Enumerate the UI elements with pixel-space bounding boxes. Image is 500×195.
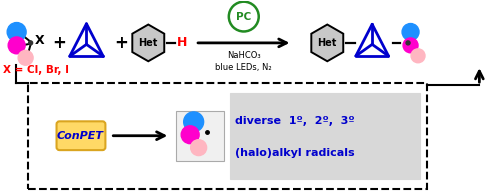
FancyBboxPatch shape [28, 83, 427, 189]
Text: X = Cl, Br, I: X = Cl, Br, I [3, 65, 69, 75]
Circle shape [402, 24, 419, 40]
Circle shape [7, 23, 26, 41]
Text: +: + [52, 34, 66, 52]
Text: +: + [114, 34, 128, 52]
Polygon shape [312, 25, 344, 61]
Circle shape [28, 41, 32, 45]
Circle shape [184, 112, 204, 132]
Text: blue LEDs, N₂: blue LEDs, N₂ [216, 63, 272, 72]
FancyBboxPatch shape [176, 111, 224, 160]
Text: PC: PC [236, 12, 252, 22]
Text: (halo)alkyl radicals: (halo)alkyl radicals [234, 148, 354, 158]
Circle shape [403, 38, 418, 53]
Text: Het: Het [318, 38, 337, 48]
FancyBboxPatch shape [230, 93, 420, 179]
FancyBboxPatch shape [56, 121, 106, 150]
Circle shape [8, 37, 25, 54]
Polygon shape [132, 25, 164, 61]
Circle shape [190, 140, 206, 156]
Text: Het: Het [138, 38, 158, 48]
Circle shape [229, 2, 258, 31]
Text: H: H [177, 36, 188, 49]
Circle shape [406, 41, 410, 45]
Text: diverse  1º,  2º,  3º: diverse 1º, 2º, 3º [234, 116, 354, 126]
Circle shape [181, 126, 199, 144]
Text: NaHCO₃: NaHCO₃ [227, 51, 260, 60]
Circle shape [18, 50, 33, 65]
Text: X: X [34, 34, 44, 47]
Text: ConPET: ConPET [57, 131, 104, 141]
Circle shape [411, 49, 425, 63]
